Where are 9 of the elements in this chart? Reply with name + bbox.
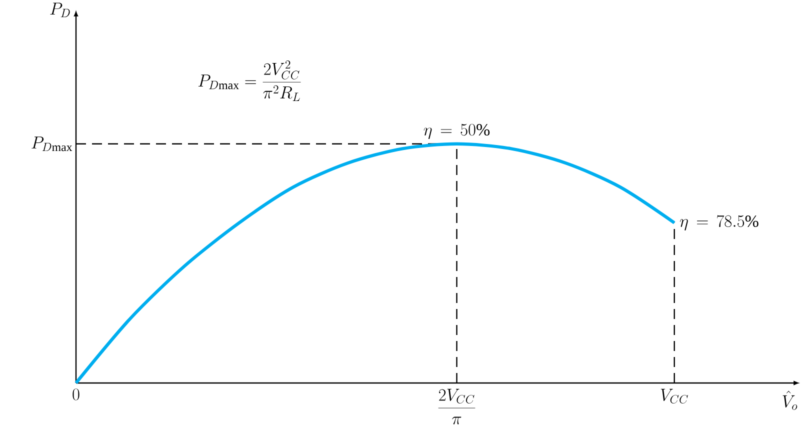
x-tick-label: $V_{CC}$ xyxy=(660,388,688,404)
annotation: $\eta\, =\, 78.5\%$ xyxy=(680,215,758,230)
text: $\hat{V}_o$ xyxy=(782,390,798,410)
x-tick-label: $\frac{2V_{CC}}{\pi}$ xyxy=(438,388,476,424)
annotation: $\eta\, =\, 50\%$ xyxy=(424,124,490,140)
text: $P_D$ xyxy=(50,2,70,18)
x-tick-label: $0$ xyxy=(72,388,80,400)
ref-line-label: $P_{D\mathrm{max}}$ xyxy=(32,136,72,152)
text: $P_{D\mathrm{max}} = \frac{2V_{CC}^2}{\pi^2 R_L}$ xyxy=(198,60,301,101)
